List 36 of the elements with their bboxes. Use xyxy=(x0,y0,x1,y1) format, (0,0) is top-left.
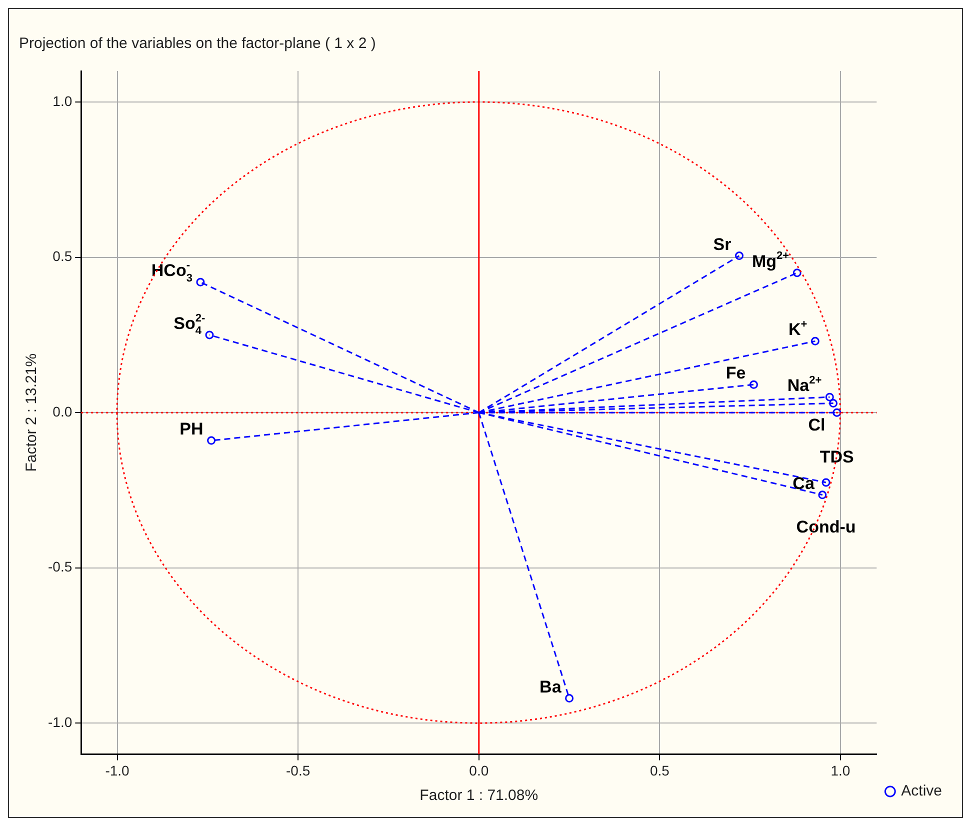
y-tick-label: -1.0 xyxy=(48,714,72,730)
annotation: Ba xyxy=(540,677,562,696)
point xyxy=(749,380,758,389)
annotation: Cl xyxy=(808,415,826,434)
legend-label: Active xyxy=(901,782,942,800)
annotation: Sr xyxy=(713,234,732,254)
point xyxy=(205,330,214,340)
annotation: Cond-u xyxy=(796,517,856,536)
point xyxy=(207,436,216,445)
annotation: TDS xyxy=(820,448,854,467)
point xyxy=(565,694,574,703)
y-tick-label: 0.0 xyxy=(52,403,72,420)
y-tick-label: 1.0 xyxy=(52,92,72,109)
point xyxy=(829,399,838,408)
x-axis-title: Factor 1 : 71.08% xyxy=(420,787,538,804)
y-tick-label: 0.5 xyxy=(52,248,72,264)
point xyxy=(196,278,205,286)
annotation: Ca xyxy=(792,474,815,493)
chart-title: Projection of the variables on the factor-plane ( 1 x 2 ) xyxy=(19,35,376,52)
x-tick-label: -0.5 xyxy=(286,762,310,778)
point xyxy=(810,336,820,346)
point xyxy=(818,490,827,500)
x-tick-label: 0.5 xyxy=(650,762,670,778)
annotation: PH xyxy=(180,420,204,439)
annotation: K+ xyxy=(788,318,808,340)
point xyxy=(792,268,802,278)
x-tick-label: 0.0 xyxy=(469,762,489,778)
y-axis-title: Factor 2 : 13.21% xyxy=(23,353,40,472)
point xyxy=(822,478,830,487)
annotation: Fe xyxy=(726,364,746,383)
x-tick-label: 1.0 xyxy=(830,762,850,778)
x-tick-label: -1.0 xyxy=(105,762,130,778)
point xyxy=(825,392,834,402)
point xyxy=(832,408,842,417)
point xyxy=(734,252,744,260)
y-tick-label: -0.5 xyxy=(48,558,72,575)
